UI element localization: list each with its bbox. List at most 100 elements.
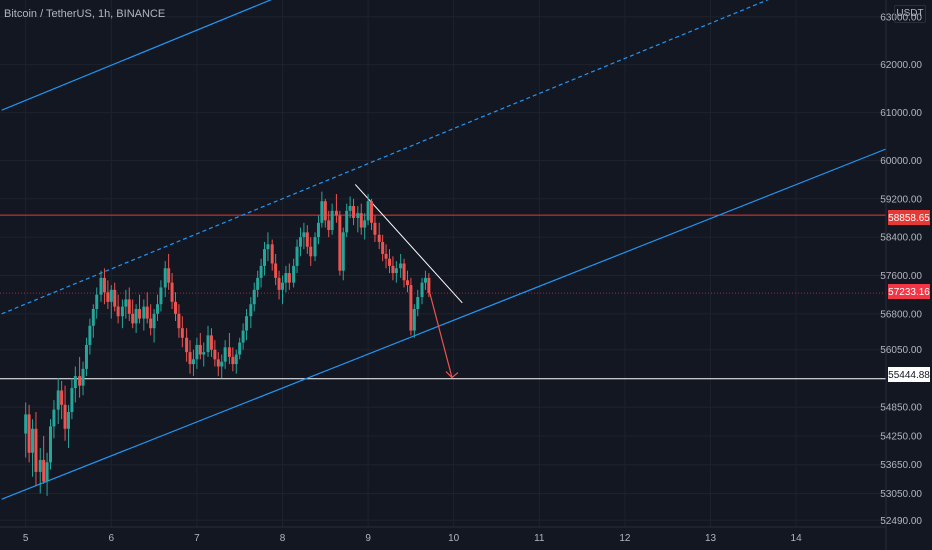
time-axis[interactable]: 5 6 7 8 9 10 11 12 13 14 (23, 533, 802, 544)
candle-body-60 (238, 342, 242, 355)
candle-body-42 (173, 301, 177, 314)
candle-body-23 (106, 292, 110, 302)
candle-body-2 (31, 428, 35, 453)
candle-body-80 (309, 246, 313, 257)
price-tick-label-6: 57600.00 (880, 271, 922, 282)
candle-body-109 (412, 309, 416, 331)
symbol-title[interactable]: Bitcoin / TetherUS, 1h, BINANCE (4, 8, 166, 20)
candle-body-6 (45, 462, 49, 482)
candle-body-106 (402, 263, 406, 281)
candle-body-108 (409, 285, 413, 331)
grid-lines (0, 0, 886, 527)
candle-body-25 (113, 289, 117, 307)
candle-body-72 (280, 282, 284, 290)
drawings (0, 0, 887, 500)
candle-body-87 (334, 210, 338, 216)
candle-body-39 (163, 268, 167, 288)
candle-body-100 (381, 241, 385, 254)
candles (24, 191, 431, 496)
candle-body-99 (377, 234, 381, 242)
candle-body-112 (423, 277, 427, 283)
price-tick-label-7: 56800.00 (880, 309, 922, 320)
candle-body-82 (316, 222, 320, 238)
support-price-badge (888, 367, 930, 382)
candle-body-59 (234, 354, 238, 365)
candle-body-46 (188, 352, 192, 365)
price-tick-label-8: 56050.00 (880, 345, 922, 356)
candle-body-24 (109, 289, 113, 302)
price-tick-label-3: 60000.00 (880, 156, 922, 167)
candle-body-74 (287, 273, 291, 283)
channel-upper-line (1, 0, 272, 111)
price-badges: 58858.65 57233.16 55444.88 (888, 210, 930, 382)
candle-body-57 (227, 347, 231, 357)
candle-body-53 (213, 349, 217, 360)
candle-body-70 (274, 263, 278, 278)
candle-body-93 (356, 213, 360, 218)
time-tick-label-7: 12 (619, 533, 631, 544)
candle-body-83 (320, 201, 324, 223)
candle-body-38 (159, 287, 163, 305)
candle-body-51 (206, 335, 210, 353)
candle-body-47 (191, 359, 195, 365)
candle-body-14 (73, 376, 77, 389)
price-tick-label-12: 53050.00 (880, 489, 922, 500)
candle-body-17 (84, 344, 88, 369)
candle-body-107 (405, 280, 409, 286)
price-tick-label-0: 63000.00 (880, 12, 922, 23)
candle-body-61 (241, 330, 245, 343)
candle-body-89 (341, 232, 345, 271)
candle-body-33 (142, 306, 146, 319)
time-tick-label-6: 11 (534, 533, 545, 544)
candle-body-68 (266, 244, 270, 250)
candle-body-5 (42, 459, 46, 482)
candle-body-95 (363, 220, 367, 228)
candle-body-62 (245, 316, 249, 331)
candle-body-69 (270, 244, 274, 264)
arrow-head (445, 371, 459, 379)
candle-body-75 (292, 265, 296, 283)
resistance-price-label: 58858.65 (888, 213, 930, 224)
candle-body-20 (95, 294, 99, 310)
support-price-label: 55444.88 (888, 370, 930, 381)
candle-body-110 (416, 297, 420, 310)
candle-body-11 (63, 404, 67, 429)
candle-body-77 (298, 237, 302, 247)
price-axis[interactable]: 63000.00 62000.00 61000.00 60000.00 59200.00… (880, 12, 922, 527)
candle-body-4 (38, 459, 42, 472)
resistance-price-badge (888, 210, 930, 225)
candle-body-12 (66, 412, 70, 429)
price-tick-label-1: 62000.00 (880, 60, 922, 71)
price-tick-label-9: 54850.00 (880, 403, 922, 414)
candle-body-10 (60, 390, 64, 405)
candle-body-21 (99, 277, 103, 295)
candle-body-66 (259, 265, 263, 278)
candle-body-98 (373, 222, 377, 235)
time-tick-label-5: 10 (448, 533, 460, 544)
candle-body-19 (91, 309, 95, 326)
currency-button[interactable]: USDT (894, 5, 926, 23)
arrow-line (429, 292, 453, 378)
time-tick-label-8: 13 (705, 533, 717, 544)
candle-body-91 (348, 206, 352, 211)
candle-body-111 (420, 282, 424, 298)
candle-body-34 (145, 306, 149, 319)
price-tick-label-10: 54250.00 (880, 431, 922, 442)
candle-body-7 (49, 426, 53, 463)
candle-body-71 (277, 277, 281, 290)
candle-body-94 (359, 213, 363, 228)
candle-body-64 (252, 289, 256, 305)
time-tick-label-4: 9 (365, 533, 371, 544)
candle-body-30 (131, 313, 135, 324)
candle-body-63 (249, 304, 253, 317)
candle-body-102 (387, 258, 391, 266)
candle-body-8 (52, 409, 56, 427)
candle-body-101 (384, 253, 388, 259)
candle-body-37 (156, 304, 160, 314)
candle-body-49 (198, 344, 202, 355)
channel-mid-dashed-line (1, 0, 769, 315)
candle-body-18 (88, 325, 92, 345)
price-tick-label-4: 59200.00 (880, 194, 922, 205)
